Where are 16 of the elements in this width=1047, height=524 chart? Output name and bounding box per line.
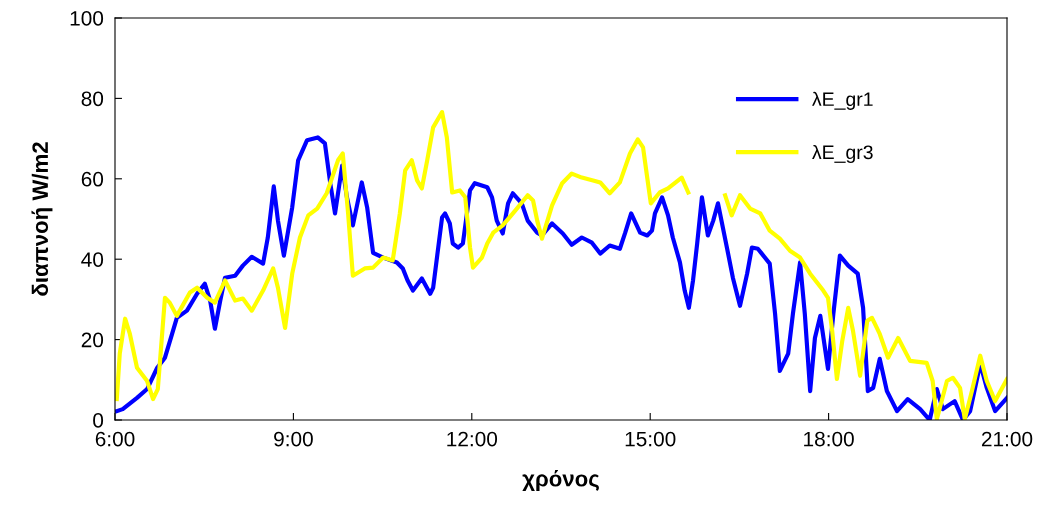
x-tick-label: 9:00 — [274, 431, 313, 447]
y-axis-title: διαπνοή W/m2 — [31, 142, 53, 296]
legend-label: λE_gr3 — [812, 144, 873, 164]
x-tick-label: 18:00 — [804, 431, 854, 447]
x-tick-label: 21:00 — [981, 431, 1033, 447]
y-tick-label: 100 — [70, 11, 104, 26]
y-tick-label: 20 — [81, 332, 104, 348]
legend-label: λE_gr1 — [812, 91, 873, 110]
x-tick-label: 15:00 — [625, 431, 676, 447]
x-tick-label: 6:00 — [95, 431, 135, 447]
x-axis-title: χρόνος — [522, 469, 599, 491]
y-tick-label: 60 — [81, 171, 104, 187]
y-tick-label: 80 — [81, 91, 104, 107]
x-tick-label: 12:00 — [447, 431, 498, 447]
y-tick-label: 0 — [93, 413, 104, 428]
y-tick-label: 40 — [81, 252, 104, 267]
